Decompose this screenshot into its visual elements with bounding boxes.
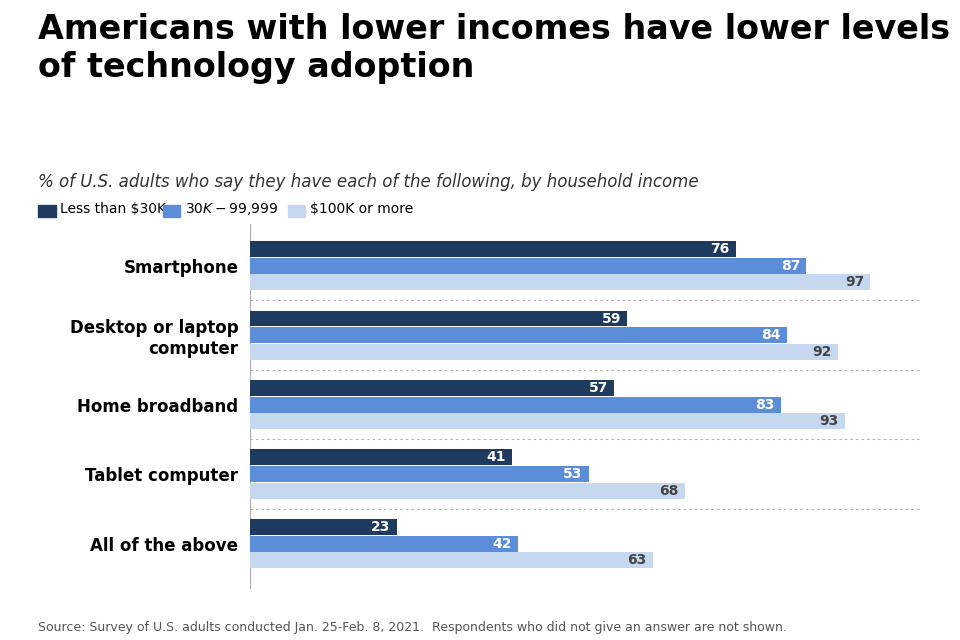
Text: 57: 57 — [588, 381, 608, 395]
Text: 76: 76 — [710, 242, 730, 256]
Text: $30K-$99,999: $30K-$99,999 — [185, 201, 278, 217]
Bar — [250, 327, 787, 343]
Text: 92: 92 — [812, 345, 832, 359]
Bar — [250, 258, 806, 274]
Bar — [250, 483, 684, 499]
Text: 68: 68 — [659, 484, 679, 498]
Bar — [250, 466, 588, 482]
Text: Less than $30K: Less than $30K — [60, 202, 166, 216]
Bar — [250, 241, 736, 257]
Bar — [250, 344, 838, 360]
Text: 63: 63 — [627, 554, 646, 567]
Bar — [250, 552, 653, 568]
Text: 84: 84 — [761, 328, 780, 342]
Text: Americans with lower incomes have lower levels
of technology adoption: Americans with lower incomes have lower … — [38, 13, 950, 84]
Text: 53: 53 — [563, 467, 583, 481]
Bar — [250, 275, 871, 291]
Text: 41: 41 — [486, 451, 506, 465]
Text: 59: 59 — [601, 312, 621, 326]
Text: 23: 23 — [371, 520, 391, 534]
Bar — [250, 519, 396, 535]
Bar — [250, 536, 518, 552]
Text: $100K or more: $100K or more — [310, 202, 414, 216]
Text: 97: 97 — [845, 275, 864, 289]
Text: % of U.S. adults who say they have each of the following, by household income: % of U.S. adults who say they have each … — [38, 173, 699, 191]
Text: 42: 42 — [492, 536, 512, 550]
Bar — [250, 413, 845, 429]
Bar — [250, 449, 512, 465]
Text: 83: 83 — [755, 397, 775, 412]
Bar — [250, 310, 627, 326]
Bar — [250, 380, 614, 396]
Bar — [250, 397, 780, 413]
Text: 93: 93 — [819, 414, 838, 428]
Text: Source: Survey of U.S. adults conducted Jan. 25-Feb. 8, 2021.  Respondents who d: Source: Survey of U.S. adults conducted … — [38, 621, 787, 634]
Text: 87: 87 — [780, 259, 800, 273]
